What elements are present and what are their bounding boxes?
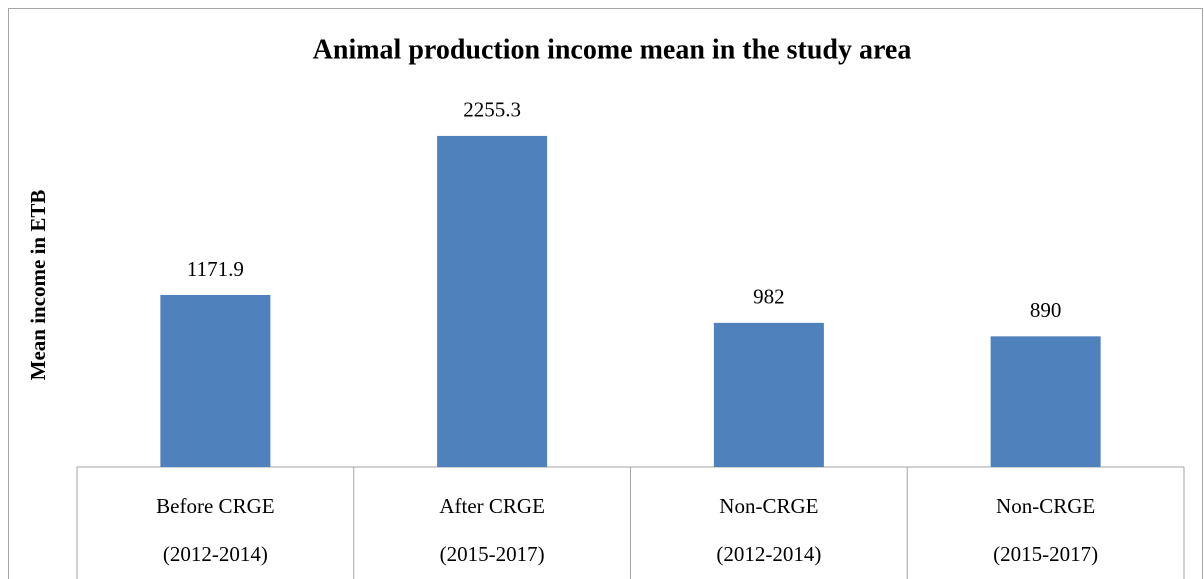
bar — [990, 336, 1101, 467]
data-label: 982 — [753, 285, 785, 309]
bar — [437, 135, 548, 467]
x-tick-label: After CRGE — [439, 494, 545, 518]
x-tick-label: (2015-2017) — [993, 542, 1098, 566]
x-tick-label: (2015-2017) — [440, 542, 545, 566]
y-axis-label: Mean income in ETB — [26, 190, 50, 381]
x-tick-label: (2012-2014) — [716, 542, 821, 566]
x-tick-label: Before CRGE — [156, 494, 274, 518]
chart-title: Animal production income mean in the stu… — [313, 34, 912, 65]
data-label: 890 — [1030, 298, 1062, 322]
x-tick-label: Non-CRGE — [996, 494, 1095, 518]
x-tick-label: Non-CRGE — [719, 494, 818, 518]
data-label: 1171.9 — [187, 257, 244, 281]
chart-frame — [8, 8, 1203, 579]
bar — [713, 322, 824, 467]
x-tick-label: (2012-2014) — [163, 542, 268, 566]
data-label: 2255.3 — [463, 98, 521, 122]
bar — [160, 294, 271, 467]
